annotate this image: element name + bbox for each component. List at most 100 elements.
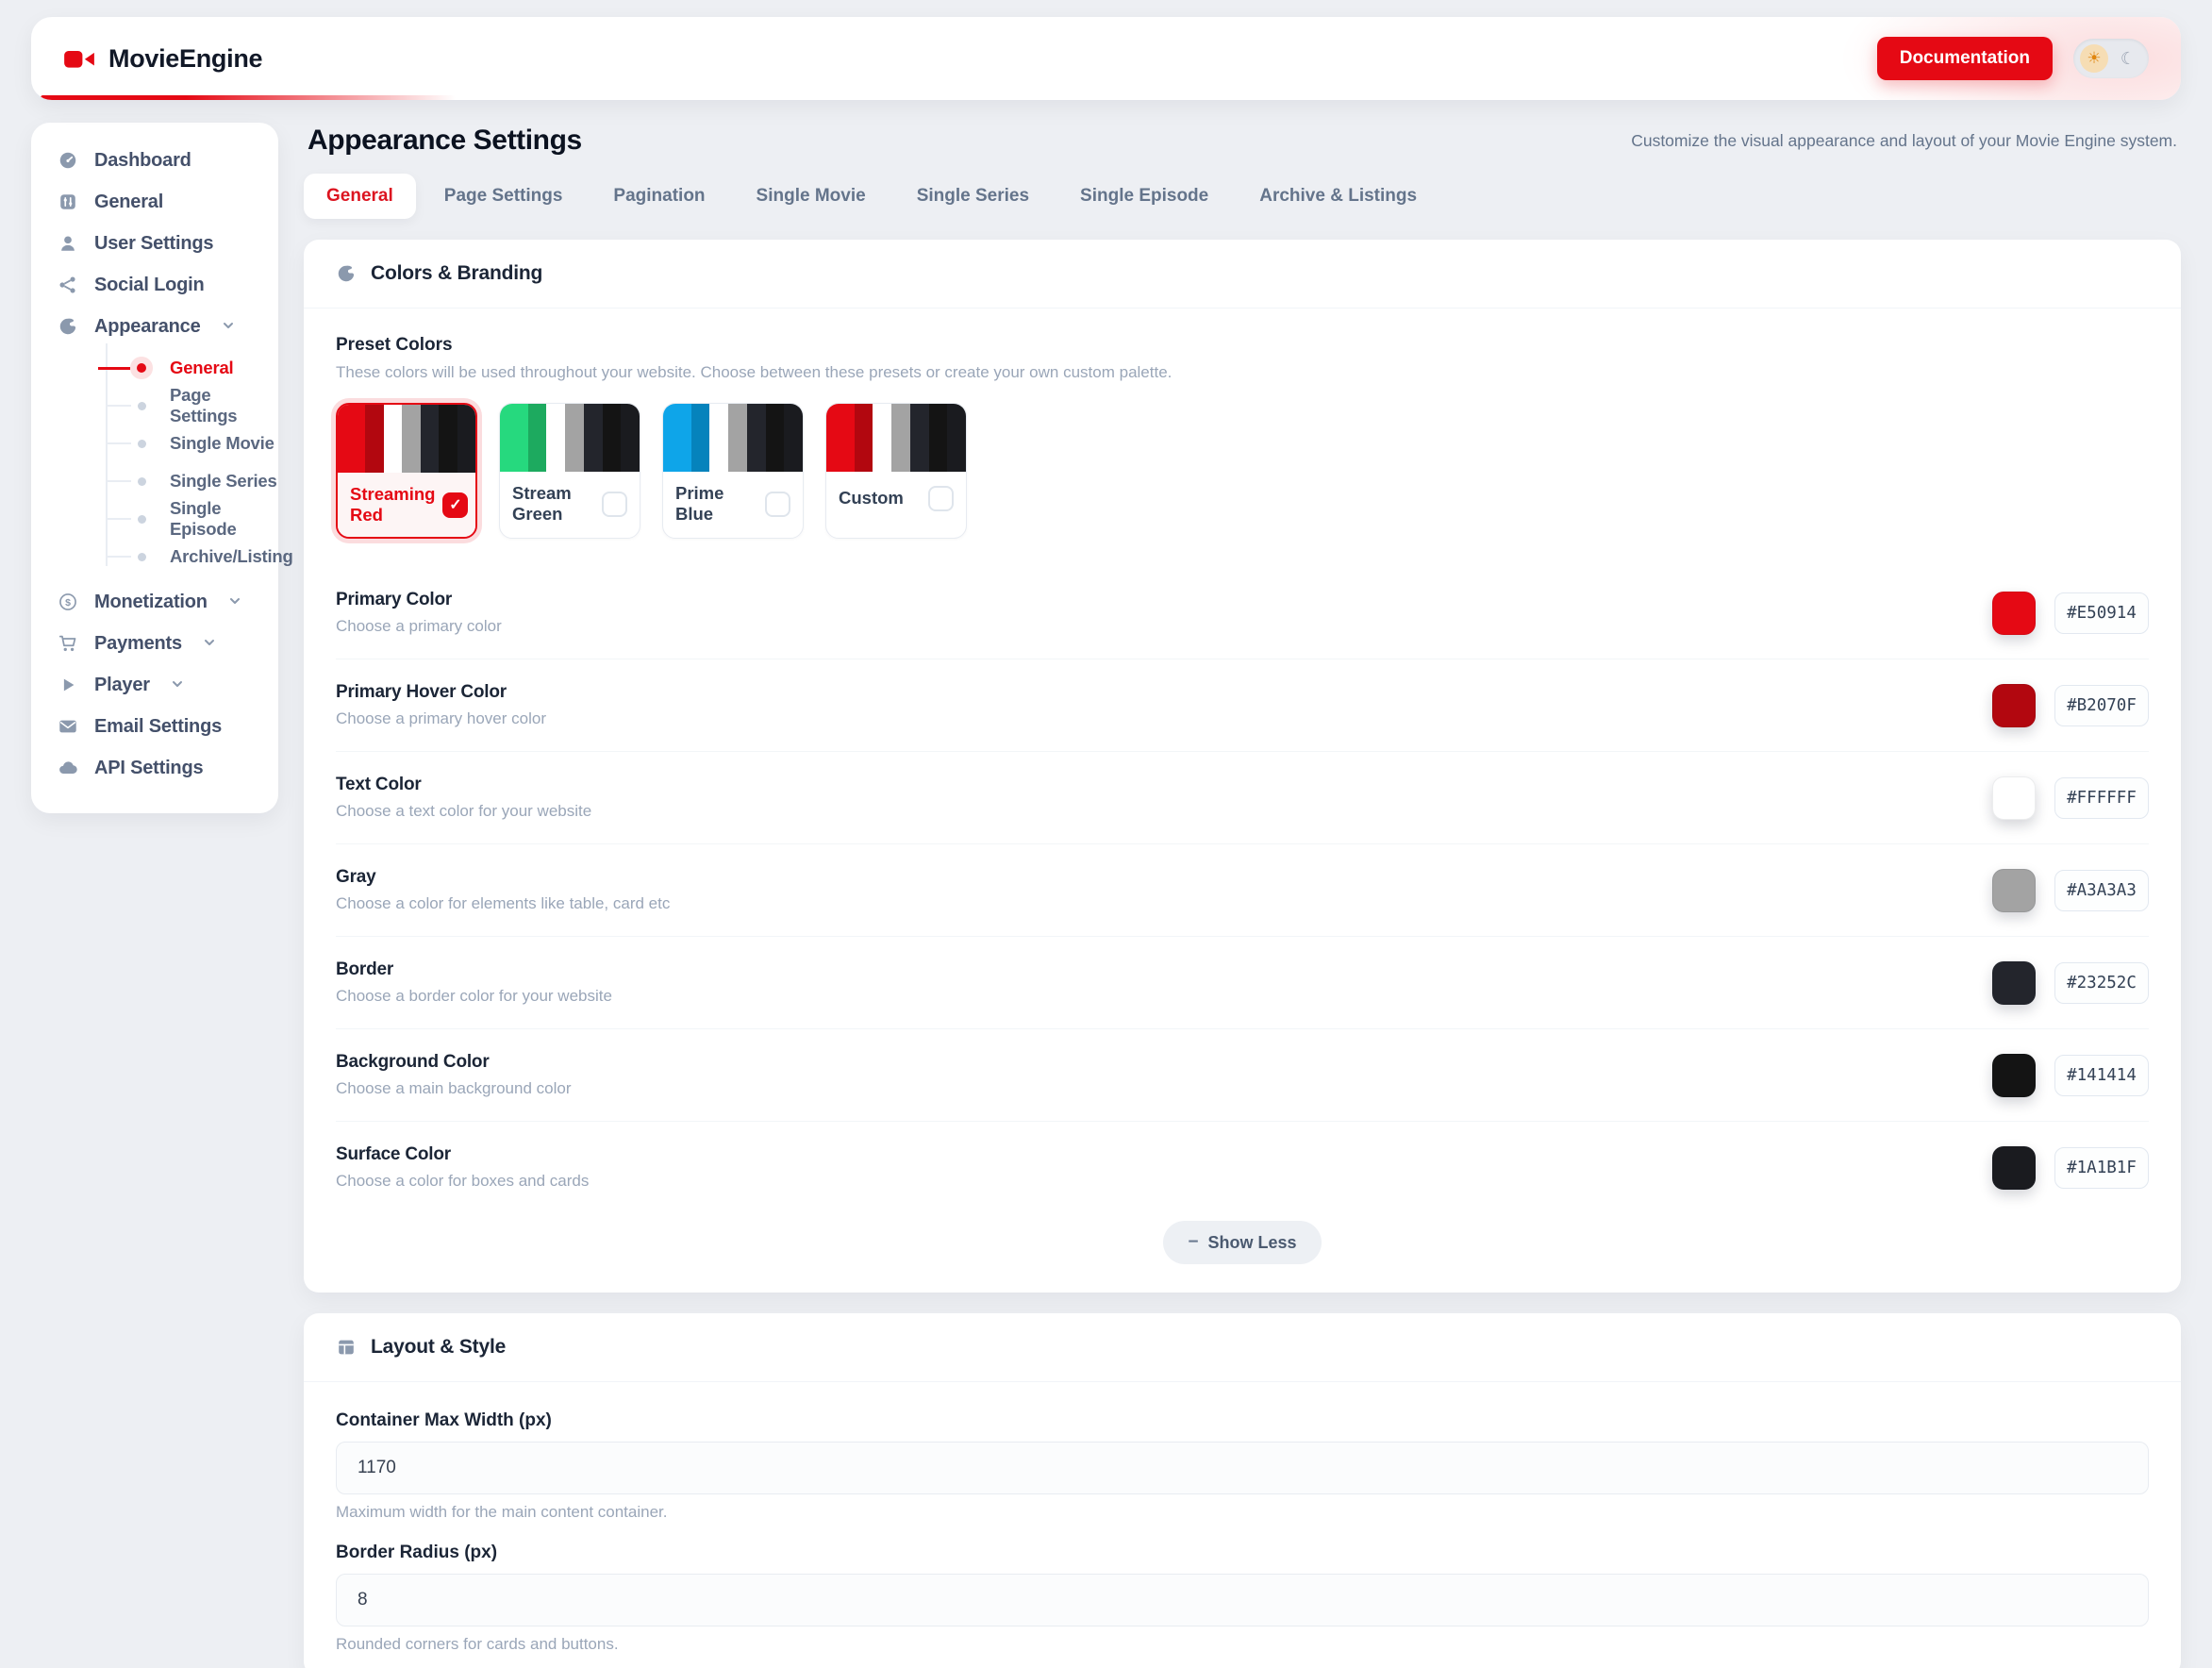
tab-single-episode[interactable]: Single Episode: [1057, 174, 1231, 219]
color-swatch[interactable]: [1992, 868, 2036, 912]
sidebar-subitem-single-episode[interactable]: Single Episode: [31, 498, 278, 539]
sidebar-subitem-label: General: [170, 358, 234, 377]
color-row-border: Border Choose a border color for your we…: [336, 937, 2149, 1030]
hex-value-input[interactable]: [2054, 776, 2149, 819]
preset-list: Streaming Red ✓ Stream Green: [336, 403, 2149, 540]
hex-value-input[interactable]: [2054, 869, 2149, 911]
preset-color-strip: [527, 404, 547, 472]
documentation-button[interactable]: Documentation: [1876, 37, 2053, 80]
preset-color-strip: [338, 405, 366, 473]
tab-pagination[interactable]: Pagination: [590, 174, 727, 219]
color-swatch[interactable]: [1992, 960, 2036, 1005]
theme-toggle[interactable]: ☀ ☾: [2073, 39, 2149, 78]
sidebar-subitem-single-series[interactable]: Single Series: [31, 462, 278, 500]
hex-value-input[interactable]: [2054, 1146, 2149, 1189]
hex-value-input[interactable]: [2054, 1054, 2149, 1096]
sidebar: Dashboard General User Settings Social L…: [31, 123, 293, 813]
color-row-gray: Gray Choose a color for elements like ta…: [336, 844, 2149, 938]
preset-prime-blue[interactable]: Prime Blue: [662, 403, 804, 540]
tab-single-movie[interactable]: Single Movie: [734, 174, 889, 219]
user-icon: [58, 233, 78, 254]
tab-archive-listings[interactable]: Archive & Listings: [1237, 174, 1439, 219]
preset-color-strip: [583, 404, 603, 472]
preset-color-strip: [383, 405, 403, 473]
sidebar-item-user-settings[interactable]: User Settings: [31, 223, 278, 264]
color-row-background: Background Color Choose a main backgroun…: [336, 1029, 2149, 1123]
main-content: Appearance Settings Customize the visual…: [304, 123, 2181, 1668]
color-row-description: Choose a border color for your website: [336, 987, 612, 1006]
color-swatch[interactable]: [1992, 683, 2036, 727]
preset-color-strip: [500, 404, 528, 472]
cart-icon: [58, 633, 78, 654]
adjustments-icon: [58, 192, 78, 212]
preset-color-strip: [854, 404, 873, 472]
mail-icon: [58, 716, 78, 737]
hex-value-input[interactable]: [2054, 592, 2149, 634]
check-icon: ✓: [449, 497, 462, 514]
tree-stub: [107, 556, 131, 558]
preset-color-strip: [826, 404, 855, 472]
cloud-icon: [58, 758, 78, 778]
checkbox-unchecked-icon[interactable]: [928, 485, 954, 511]
sidebar-item-dashboard[interactable]: Dashboard: [31, 140, 278, 181]
checkbox-unchecked-icon[interactable]: [602, 491, 627, 517]
color-row-label: Primary Color: [336, 590, 453, 610]
color-swatch[interactable]: [1992, 591, 2036, 635]
sidebar-item-appearance[interactable]: Appearance: [31, 306, 278, 347]
appearance-submenu: General Page Settings Single Movie Singl…: [31, 343, 293, 581]
color-row-description: Choose a color for elements like table, …: [336, 894, 671, 913]
sidebar-item-payments[interactable]: Payments: [31, 623, 278, 664]
sidebar-item-general[interactable]: General: [31, 181, 278, 223]
container-max-width-input[interactable]: [336, 1442, 2149, 1495]
sidebar-subitem-page-settings[interactable]: Page Settings: [31, 385, 278, 425]
border-radius-input[interactable]: [336, 1574, 2149, 1627]
tab-general[interactable]: General: [304, 174, 416, 219]
sidebar-item-label: API Settings: [94, 757, 204, 778]
preset-name: Custom: [839, 487, 904, 508]
checkbox-unchecked-icon[interactable]: [765, 491, 790, 517]
preset-custom[interactable]: Custom: [825, 403, 967, 540]
section-title: Layout & Style: [371, 1336, 507, 1359]
preset-color-strip: [546, 404, 566, 472]
sidebar-subitem-archive-listing[interactable]: Archive/Listing: [31, 538, 293, 575]
color-swatch[interactable]: [1992, 1145, 2036, 1190]
tab-page-settings[interactable]: Page Settings: [422, 174, 586, 219]
moon-icon[interactable]: ☾: [2120, 48, 2136, 68]
border-radius-helper: Rounded corners for cards and buttons.: [336, 1635, 619, 1654]
color-row-label: Primary Hover Color: [336, 682, 507, 703]
preset-color-strip: [947, 404, 966, 472]
color-row-description: Choose a primary color: [336, 617, 502, 636]
sidebar-subitem-general[interactable]: General: [31, 349, 278, 387]
preset-color-strip: [365, 405, 384, 473]
show-less-button[interactable]: − Show Less: [1163, 1221, 1322, 1265]
preset-color-strip: [765, 404, 785, 472]
sidebar-subitem-label: Single Episode: [170, 498, 237, 539]
hex-value-input[interactable]: [2054, 961, 2149, 1004]
preset-color-strip: [621, 404, 640, 472]
preset-color-strip: [565, 404, 584, 472]
sidebar-subitem-single-movie[interactable]: Single Movie: [31, 425, 278, 462]
sidebar-item-monetization[interactable]: $ Monetization: [31, 581, 278, 623]
sidebar-item-player[interactable]: Player: [31, 664, 278, 706]
color-row-description: Choose a main background color: [336, 1079, 572, 1098]
sun-icon[interactable]: ☀: [2080, 44, 2108, 73]
sidebar-item-label: Player: [94, 674, 150, 695]
color-swatch[interactable]: [1992, 1053, 2036, 1097]
preset-name: Streaming Red: [350, 484, 436, 525]
palette-icon: [58, 316, 78, 337]
color-swatch[interactable]: [1992, 776, 2036, 820]
tab-single-series[interactable]: Single Series: [894, 174, 1052, 219]
sidebar-item-social-login[interactable]: Social Login: [31, 264, 278, 306]
movieengine-logo-icon: [63, 47, 95, 71]
preset-stream-green[interactable]: Stream Green: [499, 403, 640, 540]
sidebar-item-email-settings[interactable]: Email Settings: [31, 706, 278, 747]
chevron-down-icon: [227, 593, 242, 613]
preset-streaming-red[interactable]: Streaming Red ✓: [336, 403, 477, 540]
color-row-label: Background Color: [336, 1052, 490, 1073]
sidebar-item-api-settings[interactable]: API Settings: [31, 747, 278, 789]
hex-value-input[interactable]: [2054, 684, 2149, 726]
preset-strips: [663, 404, 803, 472]
checkbox-checked-icon[interactable]: ✓: [442, 492, 469, 518]
color-row-surface: Surface Color Choose a color for boxes a…: [336, 1122, 2149, 1213]
sidebar-subitem-label: Single Series: [170, 471, 277, 491]
